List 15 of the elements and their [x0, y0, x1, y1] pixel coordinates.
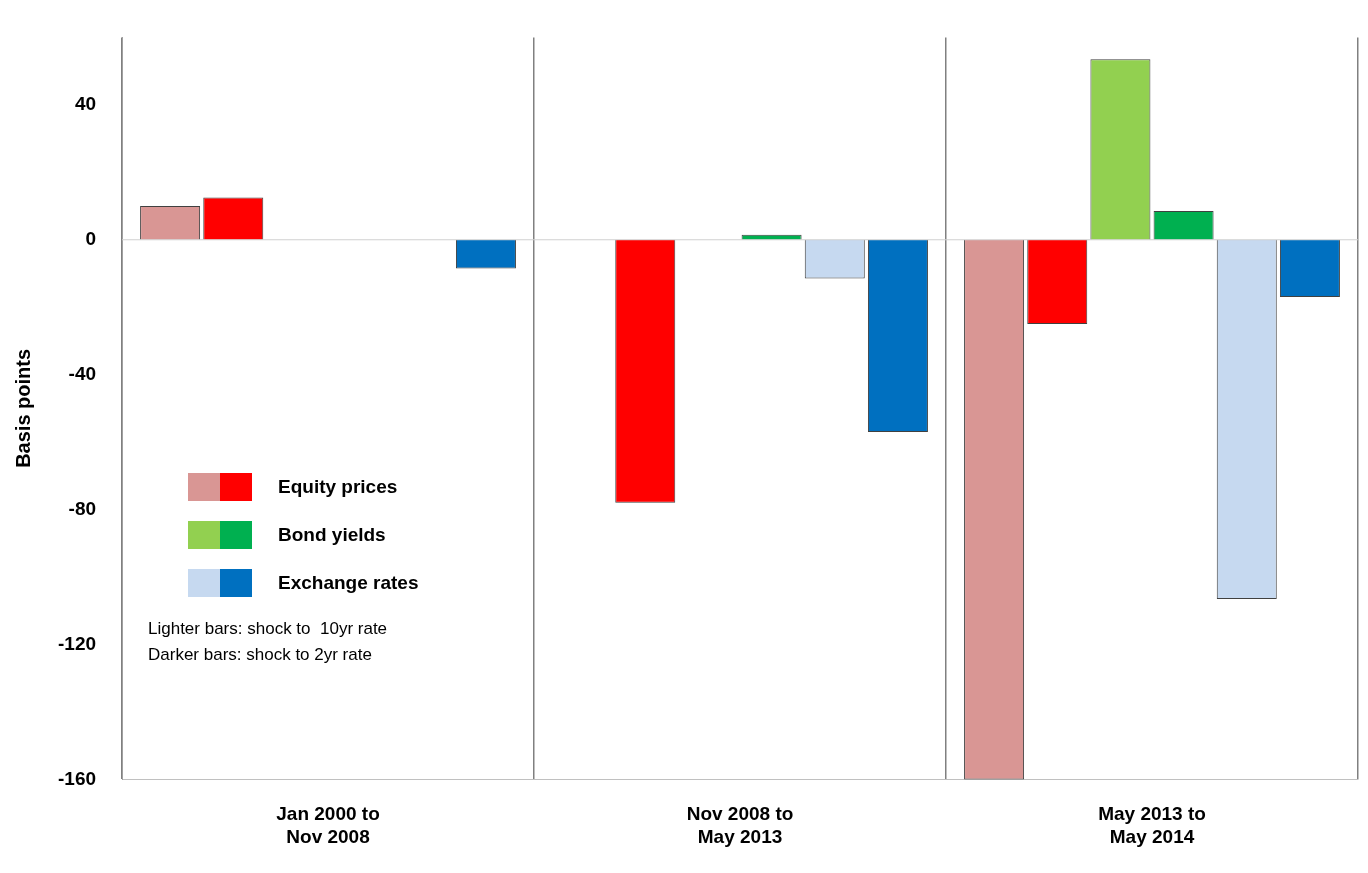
x-tick-label: Jan 2000 to Nov 2008	[276, 803, 380, 847]
y-tick-label: -40	[68, 362, 97, 384]
y-tick-label: -120	[58, 632, 97, 654]
y-tick-label: 0	[85, 228, 97, 249]
legend-label: Exchange rates	[278, 572, 419, 594]
annotation: Darker bars: shock to 2yr rate	[148, 644, 373, 666]
y-tick-label: 40	[74, 93, 97, 115]
y-axis-title: Basis points	[11, 348, 34, 468]
x-tick-label: May 2013 to May 2014	[1098, 803, 1206, 847]
x-tick-label: Nov 2008 to May 2013	[686, 803, 794, 847]
y-tick-label: -160	[58, 767, 97, 789]
legend-label: Bond yields	[278, 524, 386, 546]
legend-label: Equity prices	[278, 476, 398, 498]
y-tick-label: -80	[68, 497, 97, 519]
annotation: Lighter bars: shock to 10yr rate	[148, 618, 388, 640]
